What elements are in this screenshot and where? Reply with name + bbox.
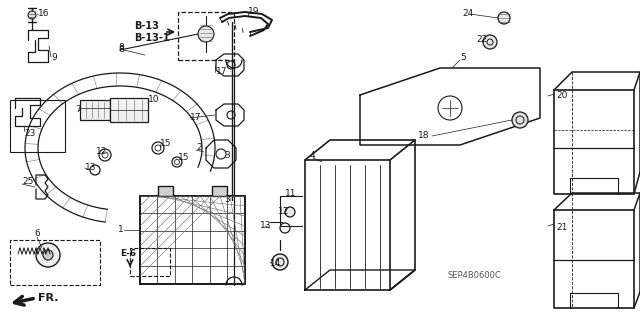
Text: 20: 20 [556, 92, 568, 100]
Bar [80, 100, 110, 120]
Text: 25: 25 [22, 177, 33, 187]
Text: 8: 8 [118, 46, 124, 55]
Circle shape [285, 207, 295, 217]
Circle shape [272, 254, 288, 270]
Text: 7: 7 [75, 106, 81, 115]
Text: B-13-1: B-13-1 [134, 33, 170, 43]
Text: 4: 4 [310, 151, 316, 160]
Text: 21: 21 [556, 224, 568, 233]
Text: 3: 3 [224, 152, 230, 160]
Text: 11: 11 [285, 189, 296, 197]
Circle shape [43, 250, 53, 260]
Text: 8: 8 [118, 42, 124, 51]
Text: 24: 24 [462, 10, 473, 19]
Text: 6: 6 [34, 229, 40, 239]
Circle shape [483, 35, 497, 49]
Text: 23: 23 [24, 130, 35, 138]
Text: 15: 15 [178, 152, 189, 161]
Text: 14: 14 [270, 258, 282, 268]
Bar [10, 100, 65, 152]
Bar [10, 240, 100, 285]
Circle shape [498, 12, 510, 24]
Text: 13: 13 [260, 220, 271, 229]
Text: 1: 1 [118, 226, 124, 234]
Text: 10: 10 [148, 95, 159, 105]
Circle shape [198, 26, 214, 42]
Text: 18: 18 [418, 131, 429, 140]
Text: 5: 5 [460, 54, 466, 63]
Text: 9: 9 [51, 54, 57, 63]
Text: 17: 17 [190, 114, 202, 122]
Text: 2: 2 [196, 144, 202, 152]
Circle shape [28, 11, 36, 19]
Text: SEP4B0600C: SEP4B0600C [448, 271, 502, 280]
Circle shape [36, 243, 60, 267]
Circle shape [512, 112, 528, 128]
Text: 22: 22 [476, 35, 487, 44]
Text: 3: 3 [224, 196, 230, 204]
Text: 15: 15 [160, 139, 172, 149]
Text: FR.: FR. [38, 293, 58, 303]
Bar [110, 98, 148, 122]
Text: B-13: B-13 [134, 21, 159, 31]
Bar [212, 186, 227, 196]
Text: 13: 13 [85, 164, 97, 173]
Text: 19: 19 [248, 8, 259, 17]
Bar [140, 196, 245, 284]
Text: E-6: E-6 [120, 249, 136, 258]
Bar [158, 186, 173, 196]
Text: 12: 12 [96, 147, 108, 157]
Text: 17: 17 [216, 68, 227, 77]
Text: 16: 16 [38, 10, 49, 19]
Bar [178, 12, 234, 60]
Bar [130, 248, 170, 276]
Text: 12: 12 [278, 207, 289, 217]
